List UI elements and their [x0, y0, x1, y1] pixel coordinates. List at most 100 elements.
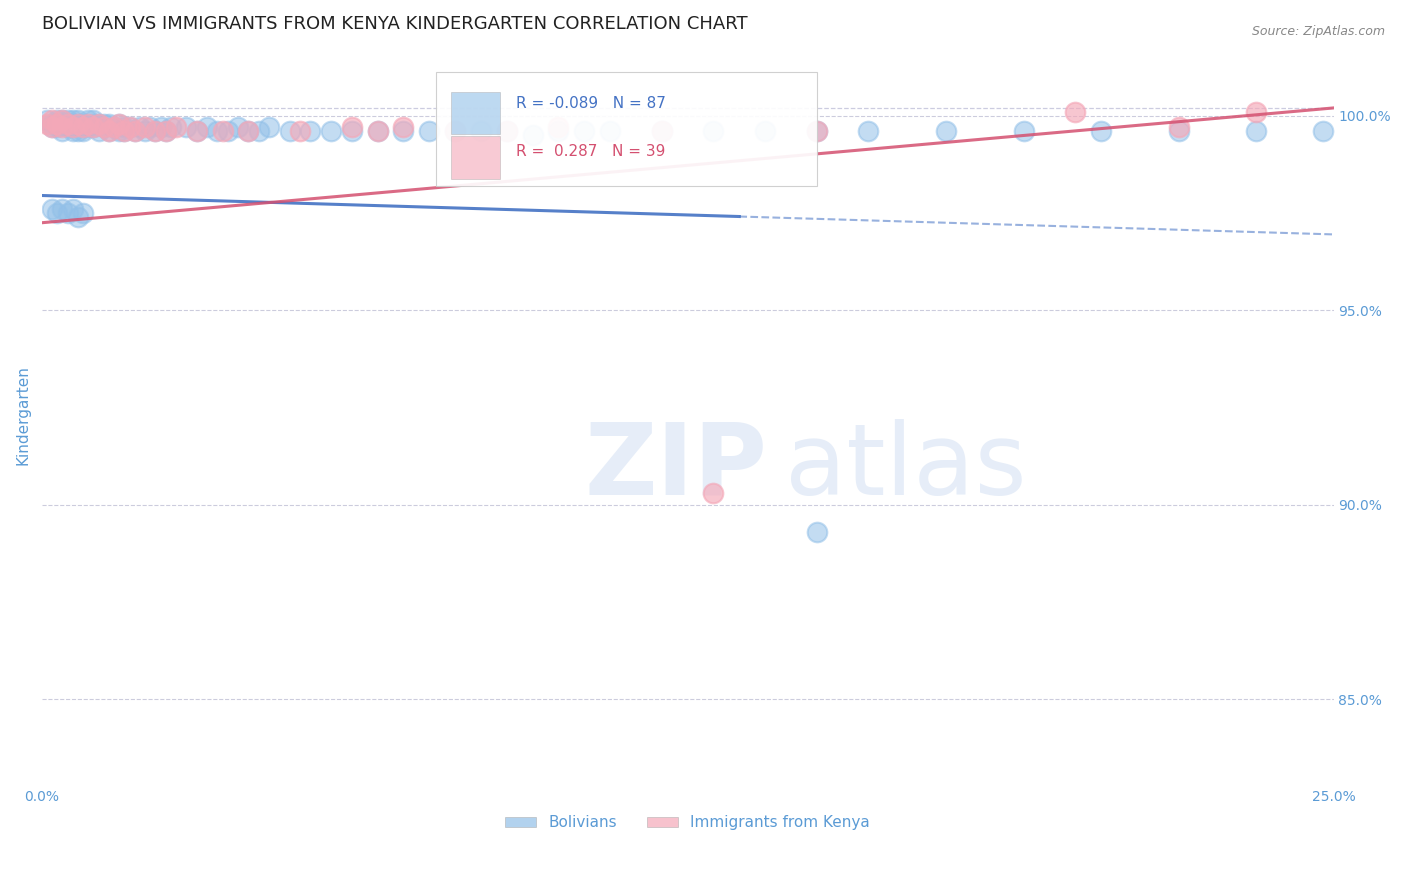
Point	[1167, 124, 1189, 138]
Point	[114, 124, 136, 138]
Point	[1244, 124, 1267, 138]
Point	[87, 116, 110, 130]
FancyBboxPatch shape	[451, 92, 501, 135]
Point	[87, 116, 110, 130]
Point	[51, 116, 73, 130]
Point	[66, 124, 89, 138]
Point	[82, 112, 104, 127]
Point	[51, 112, 73, 127]
Point	[160, 120, 183, 135]
Point	[858, 124, 880, 138]
Text: R =  0.287   N = 39: R = 0.287 N = 39	[516, 144, 665, 159]
Point	[93, 120, 115, 135]
Text: atlas: atlas	[785, 418, 1026, 516]
Point	[207, 124, 229, 138]
Point	[702, 124, 724, 138]
Text: R = -0.089   N = 87: R = -0.089 N = 87	[516, 95, 665, 111]
Point	[418, 124, 440, 138]
FancyBboxPatch shape	[436, 71, 817, 186]
Point	[1064, 104, 1087, 119]
Point	[278, 124, 301, 138]
Point	[66, 116, 89, 130]
Point	[56, 120, 79, 135]
Point	[574, 124, 596, 138]
Point	[51, 124, 73, 138]
Point	[547, 120, 569, 135]
Point	[66, 116, 89, 130]
Point	[103, 120, 125, 135]
Point	[124, 124, 146, 138]
Point	[108, 116, 131, 130]
Point	[118, 120, 141, 135]
Point	[62, 124, 84, 138]
Point	[702, 486, 724, 500]
Point	[46, 120, 69, 135]
Point	[444, 124, 467, 138]
Point	[599, 124, 621, 138]
Point	[495, 124, 517, 138]
Point	[145, 124, 167, 138]
Point	[41, 202, 63, 216]
Point	[547, 124, 569, 138]
Point	[114, 124, 136, 138]
Point	[139, 120, 162, 135]
Point	[806, 124, 828, 138]
Point	[35, 116, 58, 130]
Point	[651, 124, 673, 138]
Point	[77, 112, 100, 127]
Point	[56, 206, 79, 220]
Point	[367, 124, 389, 138]
Point	[392, 124, 415, 138]
Point	[1167, 120, 1189, 135]
Point	[495, 124, 517, 138]
Point	[56, 112, 79, 127]
Legend: Bolivians, Immigrants from Kenya: Bolivians, Immigrants from Kenya	[499, 809, 876, 837]
Point	[82, 120, 104, 135]
Point	[470, 124, 492, 138]
Point	[108, 116, 131, 130]
Point	[217, 124, 239, 138]
Point	[93, 120, 115, 135]
Point	[72, 206, 94, 220]
Point	[367, 124, 389, 138]
Point	[46, 116, 69, 130]
Point	[98, 124, 121, 138]
Point	[321, 124, 343, 138]
Point	[62, 120, 84, 135]
Point	[935, 124, 957, 138]
Point	[46, 112, 69, 127]
Point	[56, 116, 79, 130]
Point	[340, 120, 363, 135]
Point	[41, 116, 63, 130]
Point	[56, 116, 79, 130]
Point	[51, 120, 73, 135]
Point	[340, 124, 363, 138]
Point	[176, 120, 198, 135]
Point	[35, 112, 58, 127]
Point	[98, 116, 121, 130]
Point	[108, 124, 131, 138]
Point	[62, 116, 84, 130]
Point	[72, 116, 94, 130]
Point	[77, 120, 100, 135]
Point	[66, 210, 89, 224]
Point	[299, 124, 322, 138]
Point	[149, 120, 172, 135]
Point	[134, 120, 156, 135]
Point	[754, 124, 776, 138]
Point	[195, 120, 218, 135]
Text: Source: ZipAtlas.com: Source: ZipAtlas.com	[1251, 25, 1385, 38]
Point	[41, 112, 63, 127]
Point	[1244, 104, 1267, 119]
Text: BOLIVIAN VS IMMIGRANTS FROM KENYA KINDERGARTEN CORRELATION CHART: BOLIVIAN VS IMMIGRANTS FROM KENYA KINDER…	[42, 15, 748, 33]
Point	[444, 124, 467, 138]
Point	[651, 124, 673, 138]
Point	[103, 120, 125, 135]
Point	[41, 120, 63, 135]
Point	[93, 116, 115, 130]
Point	[1012, 124, 1035, 138]
Point	[155, 124, 177, 138]
Point	[118, 120, 141, 135]
Point	[66, 112, 89, 127]
Point	[288, 124, 311, 138]
